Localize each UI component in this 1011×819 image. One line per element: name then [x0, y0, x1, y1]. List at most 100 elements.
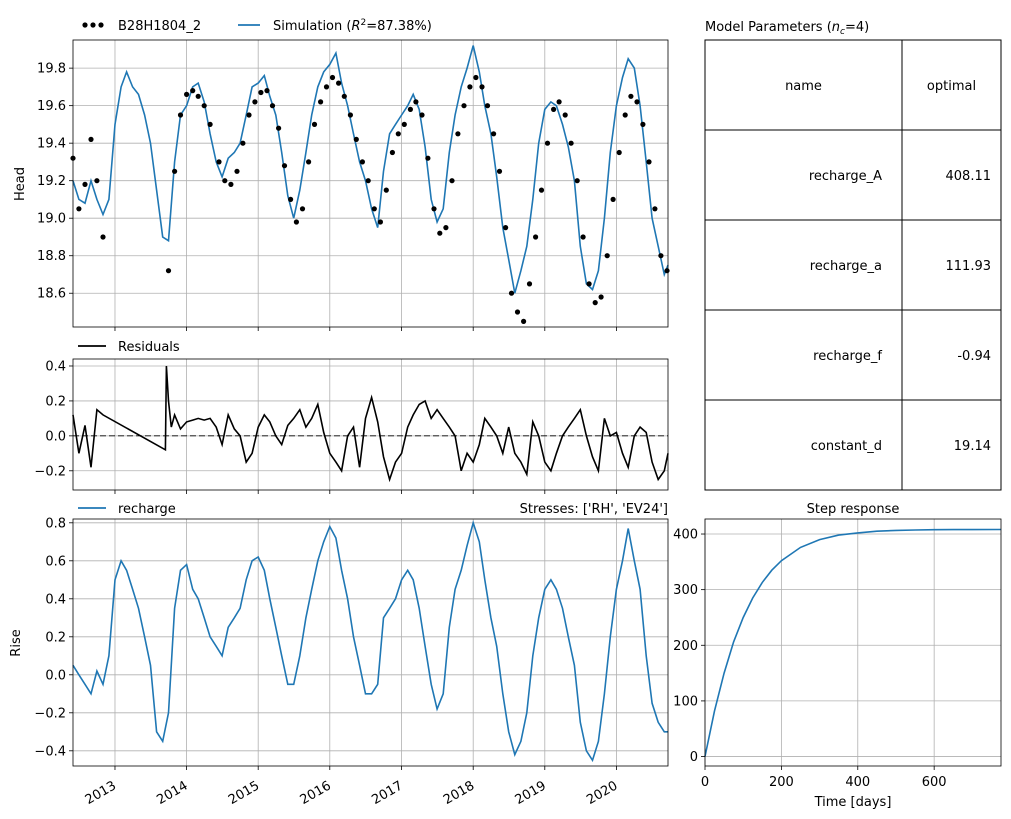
- observation-point: [586, 281, 592, 287]
- observation-point: [401, 121, 407, 127]
- observation-point: [634, 99, 640, 105]
- residuals-ytick-label: 0.0: [45, 429, 66, 444]
- step-ytick-label: 400: [673, 528, 698, 543]
- table-header-optimal: optimal: [927, 79, 976, 94]
- step-ytick-label: 100: [673, 694, 698, 709]
- parameter-optimal-value: 19.14: [954, 439, 991, 454]
- residuals-grid: [73, 359, 668, 490]
- head-ytick-label: 19.4: [37, 137, 66, 152]
- recharge-xtick-label: 2018: [441, 778, 477, 808]
- parameter-name: recharge_f: [813, 349, 882, 364]
- observation-point: [246, 112, 252, 118]
- step-xtick-label: 400: [845, 775, 870, 790]
- recharge-ytick-label: 0.0: [45, 668, 66, 683]
- observation-point: [658, 253, 664, 259]
- recharge-ytick-label: 0.8: [45, 516, 66, 531]
- observation-point: [88, 136, 94, 142]
- observation-point: [172, 168, 178, 174]
- step-response-panel: 0 100 200 300 400 0 200 400 600 Step response T…: [673, 502, 1002, 810]
- residuals-panel: −0.2 0.0 0.2 0.4 Residuals: [34, 340, 669, 494]
- stresses-annotation: Stresses: ['RH', 'EV24']: [520, 502, 668, 517]
- step-xticks: 0 200 400 600: [701, 766, 947, 790]
- observation-point: [76, 206, 82, 212]
- residuals-axes-frame: [72, 358, 669, 491]
- observation-point: [521, 318, 527, 324]
- observation-point: [407, 106, 413, 112]
- recharge-xtick-label: 2017: [369, 778, 405, 808]
- observation-point: [207, 121, 213, 127]
- observation-point: [640, 121, 646, 127]
- legend-residuals-label: Residuals: [118, 340, 180, 355]
- observation-point: [437, 230, 443, 236]
- recharge-ytick-label: 0.6: [45, 554, 66, 569]
- step-xtick-label: 0: [701, 775, 709, 790]
- residuals-ytick-label: −0.2: [34, 464, 66, 479]
- recharge-axes-frame: [72, 518, 669, 767]
- observation-point: [580, 234, 586, 240]
- observation-point: [419, 112, 425, 118]
- recharge-xtick-label: 2019: [513, 778, 549, 808]
- residuals-ytick-label: 0.4: [45, 359, 66, 374]
- observation-point: [544, 140, 551, 146]
- observation-point: [276, 125, 282, 131]
- step-series: [704, 528, 1002, 757]
- observation-point: [371, 206, 377, 212]
- recharge-line: [72, 519, 668, 763]
- observation-point: [562, 112, 568, 118]
- parameters-table: Model Parameters (nc=4) name optimal recha…: [704, 20, 1002, 491]
- recharge-xticks: 2013 2014 2015 2016 2017 2018 2019 2020: [83, 766, 620, 808]
- residuals-series: [72, 365, 669, 483]
- observation-point: [461, 103, 467, 109]
- observation-point: [306, 159, 312, 165]
- head-axes-frame: [72, 39, 669, 328]
- recharge-xtick-label: 2016: [298, 778, 334, 808]
- observation-point: [177, 112, 184, 118]
- observation-point: [533, 234, 539, 240]
- residuals-xticks: [114, 490, 617, 494]
- observation-point: [293, 219, 299, 225]
- head-ylabel: Head: [13, 167, 28, 201]
- observation-point: [252, 99, 258, 105]
- observation-point: [479, 84, 485, 90]
- observation-point: [556, 99, 562, 105]
- observation-point: [190, 88, 196, 94]
- parameters-title: Model Parameters (nc=4): [705, 20, 869, 37]
- recharge-legend: recharge: [78, 502, 176, 517]
- legend-observations-label: B28H1804_2: [118, 19, 201, 34]
- parameter-name: recharge_a: [810, 259, 882, 274]
- observation-point: [201, 103, 207, 109]
- head-ytick-label: 19.0: [37, 212, 66, 227]
- observation-point: [228, 181, 234, 187]
- parameter-optimal-value: 111.93: [946, 259, 992, 274]
- observation-point: [299, 206, 306, 212]
- observation-point: [184, 91, 190, 97]
- recharge-panel: −0.4 −0.2 0.0 0.2 0.4 0.6 0.8 2013 2014 2015 2016…: [9, 502, 669, 808]
- recharge-series: [72, 519, 668, 763]
- observation-point: [258, 89, 264, 96]
- observation-point: [222, 178, 228, 184]
- head-panel: 18.6 18.8 19.0 19.2 19.4 19.6 19.8 Head B28H18…: [13, 18, 670, 331]
- observation-point: [359, 159, 365, 165]
- step-grid: [704, 519, 1001, 766]
- observation-point: [281, 163, 288, 169]
- recharge-xtick-label: 2015: [226, 778, 262, 808]
- observation-point: [195, 93, 201, 99]
- head-ytick-label: 19.8: [37, 62, 66, 77]
- step-ytick-label: 0: [690, 750, 698, 765]
- step-ytick-label: 200: [673, 639, 698, 654]
- recharge-xtick-label: 2013: [83, 778, 119, 808]
- observation-point: [100, 234, 106, 240]
- head-yticks: 18.6 18.8 19.0 19.2 19.4 19.6 19.8: [37, 62, 73, 302]
- recharge-xtick-label: 2020: [584, 778, 620, 808]
- recharge-yticks: −0.4 −0.2 0.0 0.2 0.4 0.6 0.8: [34, 516, 73, 759]
- recharge-ytick-label: −0.4: [34, 744, 66, 759]
- observation-point: [473, 74, 479, 81]
- table-header-name: name: [785, 79, 822, 94]
- observation-point: [413, 99, 419, 105]
- step-response-line: [704, 528, 1002, 757]
- observation-point: [664, 268, 670, 274]
- legend-simulation-label: Simulation (R2=87.38%): [273, 18, 432, 34]
- observation-point: [240, 140, 246, 146]
- observation-point: [443, 225, 449, 231]
